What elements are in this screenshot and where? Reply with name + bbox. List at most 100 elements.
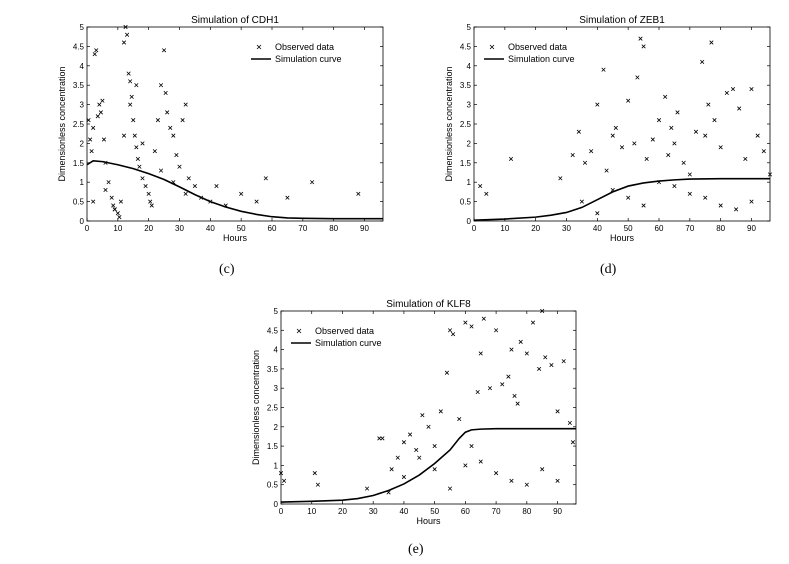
y-tick-label: 1 — [274, 461, 279, 470]
x-tick-label: 80 — [522, 507, 531, 516]
data-point — [183, 191, 188, 196]
data-point — [91, 199, 96, 204]
simulation-curve — [280, 427, 576, 503]
data-point — [570, 152, 575, 158]
y-tick-label: 3 — [467, 101, 472, 110]
y-tick-label: 1.5 — [460, 159, 472, 168]
data-point — [484, 191, 489, 196]
legend-label-simulation: Simulation curve — [315, 338, 382, 348]
y-tick-label: 2 — [80, 139, 85, 148]
y-tick-label: 2.5 — [267, 404, 279, 413]
data-point — [158, 83, 164, 88]
data-point — [555, 478, 560, 483]
x-tick-label: 90 — [553, 507, 562, 516]
data-point — [171, 133, 176, 138]
x-tick-label: 60 — [461, 507, 470, 516]
data-point — [555, 409, 560, 414]
data-point — [143, 183, 148, 189]
data-point — [395, 455, 400, 460]
y-tick-label: 0.5 — [460, 198, 472, 207]
data-point — [432, 444, 437, 449]
data-point — [94, 48, 99, 53]
y-tick-label: 3.5 — [267, 365, 279, 374]
data-point — [109, 195, 114, 200]
data-point — [601, 67, 606, 72]
data-point — [278, 471, 284, 476]
x-tick-label: 60 — [655, 224, 664, 233]
data-point — [475, 389, 480, 395]
data-point — [703, 195, 708, 200]
data-point — [540, 467, 545, 472]
y-tick-label: 3.5 — [73, 81, 85, 90]
data-point — [140, 176, 145, 181]
data-point — [125, 32, 130, 37]
data-point — [567, 420, 572, 426]
x-tick-label: 10 — [307, 507, 316, 516]
data-point — [401, 474, 406, 480]
data-point — [718, 145, 723, 150]
data-point — [121, 133, 127, 138]
data-point — [463, 463, 468, 468]
data-point — [718, 203, 723, 208]
panel-label-c: (c) — [219, 262, 235, 277]
data-point — [155, 118, 160, 123]
x-tick-label: 30 — [369, 507, 378, 516]
x-tick-label: 80 — [716, 224, 725, 233]
data-point — [730, 86, 736, 92]
legend-label-observed: Observed data — [508, 42, 567, 52]
data-point — [663, 94, 668, 99]
data-point — [561, 359, 566, 364]
legend-label-observed: Observed data — [275, 42, 334, 52]
data-point — [86, 118, 91, 123]
x-tick-label: 30 — [562, 224, 571, 233]
y-tick-label: 4.5 — [73, 42, 85, 51]
data-point — [101, 137, 107, 142]
data-point — [626, 195, 631, 200]
legend: Observed data Simulation curve — [251, 42, 342, 64]
chart-2: Simulation of ZEB1 0 10 20 30 40 50 60 70 80 90 0 0.… — [444, 15, 773, 243]
x-axis-label: Hours — [223, 233, 248, 243]
data-point — [749, 86, 754, 92]
data-point — [118, 199, 123, 204]
y-tick-label: 0 — [80, 217, 85, 226]
data-point — [310, 180, 315, 185]
data-point — [478, 183, 483, 189]
data-point — [315, 482, 320, 487]
data-point — [121, 40, 127, 45]
x-tick-label: 40 — [593, 224, 602, 233]
data-point — [356, 191, 361, 196]
data-point — [152, 149, 157, 154]
y-tick-label: 5 — [274, 307, 279, 316]
data-point — [137, 164, 142, 169]
data-point — [103, 187, 108, 193]
x-tick-label: 70 — [685, 224, 694, 233]
data-point — [672, 141, 677, 146]
data-point — [281, 478, 287, 483]
data-point — [407, 432, 413, 437]
simulation-curve — [86, 160, 383, 220]
data-point — [214, 183, 219, 189]
data-point — [426, 424, 431, 429]
data-point — [749, 199, 754, 204]
y-tick-label: 0 — [467, 217, 472, 226]
data-point — [128, 102, 133, 107]
data-point — [177, 164, 182, 169]
x-tick-label: 90 — [747, 224, 756, 233]
x-tick-label: 20 — [144, 224, 153, 233]
data-point — [724, 90, 729, 96]
data-point — [183, 102, 188, 107]
data-point — [706, 102, 711, 107]
data-point — [469, 324, 474, 329]
data-point — [508, 156, 514, 162]
y-tick-label: 0 — [274, 500, 279, 509]
y-tick-label: 3 — [274, 384, 279, 393]
data-point — [146, 191, 151, 196]
data-point — [239, 191, 244, 196]
simulation-curve — [473, 177, 770, 222]
data-point — [549, 362, 554, 368]
data-point — [140, 141, 145, 146]
data-point — [669, 125, 674, 130]
data-point — [595, 102, 600, 107]
data-point — [401, 440, 406, 445]
data-point — [518, 339, 523, 344]
